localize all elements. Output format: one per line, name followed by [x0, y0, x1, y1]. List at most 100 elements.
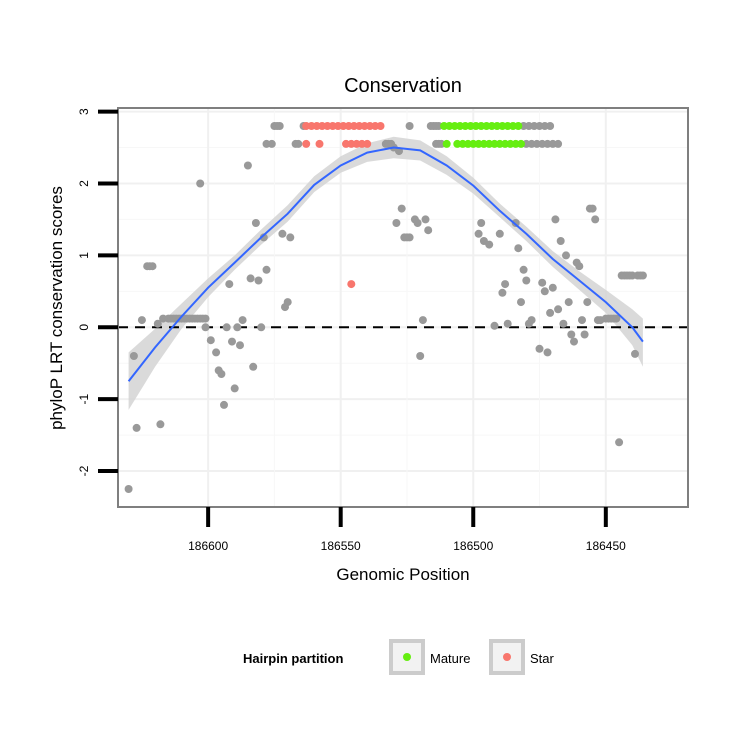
- y-tick-label: 0: [77, 324, 91, 331]
- point-other: [129, 352, 138, 360]
- point-other: [501, 280, 510, 289]
- point-star: [347, 280, 356, 289]
- point-other: [413, 219, 422, 227]
- point-other: [251, 219, 260, 227]
- y-axis: -2 -1 0 1 2 3: [77, 108, 118, 476]
- point-other: [588, 204, 597, 213]
- legend-item-star: Star: [489, 639, 555, 675]
- legend-item-mature: Mature: [389, 639, 470, 675]
- point-other: [535, 344, 544, 353]
- point-other: [564, 298, 573, 307]
- point-other: [246, 274, 255, 283]
- y-tick-label: -1: [77, 394, 91, 405]
- y-tick-label: 3: [77, 108, 91, 115]
- point-other: [578, 316, 586, 325]
- x-axis-label: Genomic Position: [336, 565, 469, 584]
- point-other: [196, 179, 205, 188]
- point-other: [286, 233, 295, 242]
- point-star: [363, 139, 372, 148]
- point-other: [416, 352, 425, 360]
- point-other: [591, 215, 600, 224]
- point-other: [259, 233, 268, 242]
- point-other: [254, 276, 263, 285]
- point-star: [315, 139, 324, 148]
- point-other: [575, 262, 584, 271]
- point-other: [156, 420, 165, 429]
- point-other: [631, 349, 639, 358]
- point-other: [124, 485, 133, 493]
- x-tick-label: 186450: [586, 539, 626, 553]
- point-mature: [514, 122, 523, 130]
- smooth-line: [127, 146, 644, 382]
- point-other: [294, 139, 303, 148]
- point-other: [249, 362, 258, 371]
- point-other: [498, 288, 507, 297]
- point-other: [283, 298, 292, 307]
- point-other: [615, 438, 624, 447]
- point-other: [421, 215, 430, 224]
- points-layer: [124, 122, 647, 493]
- point-other: [201, 314, 210, 323]
- legend-star-marker-icon: [503, 653, 511, 661]
- point-other: [243, 161, 252, 170]
- point-mature: [442, 139, 451, 148]
- point-other: [546, 308, 555, 317]
- point-other: [580, 330, 589, 339]
- point-other: [527, 316, 536, 325]
- plot-panel: [118, 108, 688, 507]
- point-other: [556, 237, 565, 245]
- point-other: [551, 215, 560, 224]
- y-tick-label: -2: [77, 465, 91, 476]
- chart-title: Conservation: [344, 75, 462, 97]
- point-other: [519, 265, 528, 274]
- point-other: [201, 323, 210, 332]
- point-other: [477, 219, 486, 227]
- point-other: [546, 122, 555, 130]
- point-other: [230, 384, 239, 393]
- smooth-line-layer: [127, 146, 644, 382]
- point-other: [511, 219, 520, 227]
- point-other: [206, 336, 215, 345]
- point-other: [567, 330, 576, 339]
- point-other: [517, 298, 525, 307]
- point-other: [222, 323, 231, 332]
- point-other: [275, 122, 284, 130]
- point-other: [217, 370, 226, 378]
- point-other: [612, 314, 621, 323]
- x-axis: 186600 186550 186500 186450: [188, 507, 626, 553]
- plot-panel-border: [117, 107, 689, 508]
- point-other: [474, 229, 483, 238]
- point-other: [570, 337, 578, 346]
- point-other: [554, 139, 563, 148]
- point-other: [233, 323, 242, 332]
- point-other: [148, 262, 157, 271]
- point-other: [236, 341, 244, 350]
- point-other: [559, 319, 568, 328]
- point-mature: [517, 139, 525, 148]
- point-other: [228, 337, 236, 346]
- point-other: [278, 229, 287, 238]
- point-star: [302, 139, 311, 148]
- point-other: [638, 271, 647, 280]
- point-other: [220, 400, 228, 409]
- legend-label-mature: Mature: [430, 651, 470, 666]
- point-other: [267, 139, 276, 148]
- point-other: [562, 251, 570, 260]
- point-other: [522, 276, 531, 285]
- point-other: [543, 348, 552, 357]
- legend-title: Hairpin partition: [243, 651, 343, 666]
- y-tick-label: 2: [77, 180, 91, 187]
- y-axis-label: phyloP LRT conservation scores: [47, 186, 66, 430]
- point-other: [225, 280, 234, 289]
- point-other: [392, 219, 401, 227]
- point-other: [137, 316, 146, 325]
- point-other: [490, 321, 499, 330]
- point-other: [503, 319, 512, 328]
- point-other: [238, 316, 247, 325]
- x-tick-label: 186500: [453, 539, 493, 553]
- point-other: [495, 229, 504, 238]
- point-other: [212, 348, 221, 357]
- point-other: [405, 233, 414, 242]
- point-other: [405, 122, 414, 130]
